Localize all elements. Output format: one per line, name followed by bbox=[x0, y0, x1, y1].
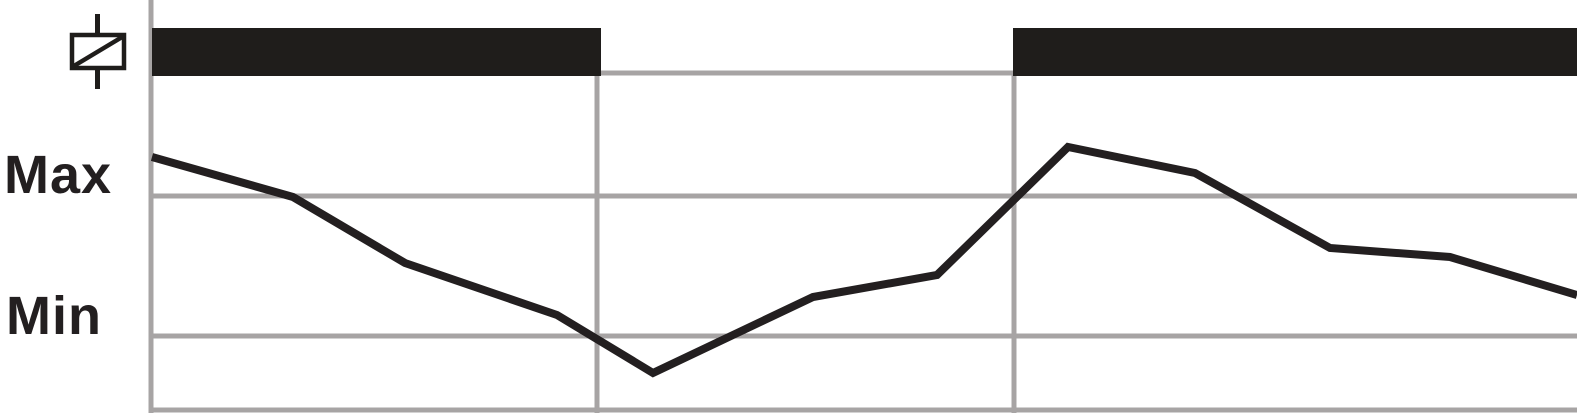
relay-coil-icon-svg bbox=[69, 14, 127, 89]
relay-on-bar bbox=[1013, 28, 1577, 76]
relay-coil-icon bbox=[67, 12, 127, 90]
max-threshold-label: Max bbox=[4, 145, 113, 205]
min-threshold-label: Min bbox=[6, 286, 102, 346]
actual-value-line bbox=[150, 142, 1577, 378]
relay-on-bar bbox=[152, 28, 601, 76]
